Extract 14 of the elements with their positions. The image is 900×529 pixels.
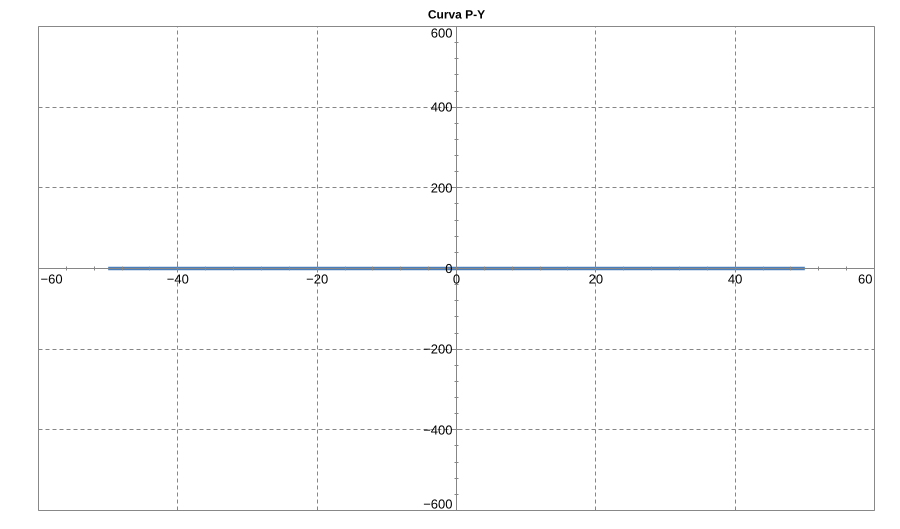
x-tick-label: −40 (166, 272, 189, 286)
y-tick-label: −400 (423, 422, 453, 438)
x-tick-label: 20 (588, 272, 604, 286)
x-tick-label: −20 (306, 272, 328, 286)
y-tick-label: 200 (430, 180, 453, 196)
y-tick-label: −600 (423, 496, 453, 512)
chart-title: Curva P-Y (428, 8, 486, 22)
y-tick-label: −200 (423, 342, 453, 357)
x-tick-label: 60 (858, 272, 873, 286)
x-tick-label: −60 (40, 272, 63, 286)
x-tick-label: 40 (728, 272, 742, 286)
y-tick-label: 0 (445, 261, 453, 276)
y-tick-label: 400 (430, 100, 453, 115)
y-tick-label: 600 (430, 26, 453, 40)
